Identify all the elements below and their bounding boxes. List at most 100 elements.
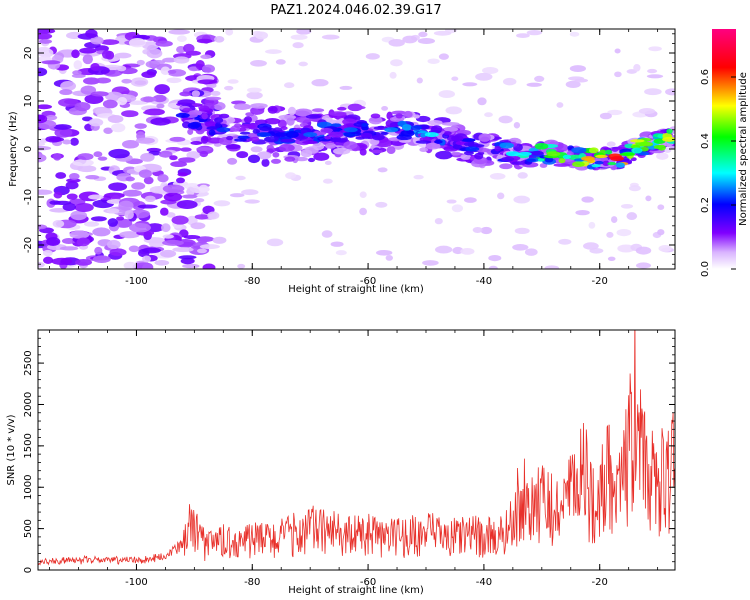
- spectrogram-cell: [526, 29, 543, 36]
- spectrogram-cell: [513, 195, 530, 204]
- spectrogram-cell: [128, 245, 140, 253]
- spectrogram-cell: [631, 147, 643, 154]
- spectrogram-cell: [146, 48, 163, 59]
- spectrogram-cell: [278, 144, 295, 152]
- colorbar: 0.0 0.2 0.4 0.6 Normalized spectral amplitu…: [700, 29, 749, 277]
- spectrogram-cell: [74, 259, 93, 266]
- spectrogram-cell: [546, 151, 561, 157]
- spectrogram-cell: [100, 39, 120, 45]
- spectrogram-cell: [465, 146, 480, 152]
- spectrogram-cell: [619, 152, 635, 156]
- spectrogram-cell: [38, 261, 45, 268]
- spectrogram-cell: [311, 78, 329, 87]
- spectrogram-cell: [225, 29, 234, 36]
- spectrogram-cell: [544, 157, 554, 163]
- spectrogram-cell: [196, 248, 208, 254]
- spectrogram-cell: [201, 112, 208, 120]
- spectrogram-cell: [375, 201, 388, 208]
- spectrogram-cell: [321, 230, 333, 238]
- spectrogram-cell: [419, 124, 430, 130]
- spectrogram-cell: [285, 172, 297, 179]
- snr-xlabel: Height of straight line (km): [288, 585, 424, 596]
- spectrogram-cell: [247, 87, 262, 93]
- spectrogram-cell: [116, 65, 127, 72]
- spectrogram-cell: [80, 85, 97, 95]
- spectrogram-cell: [38, 29, 56, 34]
- spectrogram-cell: [239, 131, 251, 135]
- y-tick-label: 2500: [23, 350, 34, 375]
- spectrogram-cell: [84, 221, 100, 227]
- spectrogram-cell: [342, 118, 357, 126]
- spectrogram-cell: [499, 163, 513, 170]
- spectrogram-cell: [489, 173, 506, 180]
- spectrogram-cell: [280, 126, 288, 131]
- spectrogram-cell: [272, 151, 280, 158]
- spectrogram-cell: [666, 128, 673, 134]
- spectrogram-cell: [639, 141, 653, 147]
- spectrogram-cell: [83, 77, 100, 85]
- spectrogram-cell: [616, 229, 632, 237]
- spectrogram-cell: [329, 111, 347, 117]
- spectrogram-cell: [38, 153, 47, 163]
- spectrogram-cell: [187, 122, 200, 129]
- spectrogram-cell: [143, 110, 161, 115]
- spectrogram-cell: [574, 78, 589, 83]
- figure-title: PAZ1.2024.046.02.39.G17: [270, 3, 441, 18]
- spectrogram-cell: [134, 80, 147, 86]
- spectrogram-cell: [435, 245, 453, 254]
- spectrogram-cell: [451, 204, 464, 213]
- spectrogram-cell: [138, 248, 150, 258]
- spectrogram-cell: [308, 157, 315, 163]
- spectrogram-cell: [302, 140, 319, 145]
- spectrogram-cell: [90, 216, 107, 222]
- spectrogram-cell: [226, 135, 234, 141]
- spectrogram-cell: [206, 126, 220, 130]
- spectrogram-cell: [575, 209, 590, 216]
- spectrogram-cell: [224, 85, 234, 91]
- spectrogram-cell: [377, 125, 385, 129]
- spectrogram-cell: [286, 117, 295, 126]
- spectrogram-cell: [140, 96, 157, 103]
- colorbar-tick-label: 0.2: [700, 197, 711, 213]
- spectrogram-cell: [247, 154, 261, 164]
- spectrogram-cell: [157, 174, 169, 183]
- spectrogram-cell: [186, 151, 201, 160]
- spectrogram-cell: [359, 148, 367, 156]
- spectrogram-cell: [330, 123, 342, 128]
- spectrogram-cell: [176, 200, 198, 209]
- spectrogram-cell: [215, 122, 222, 128]
- spectrogram-cell: [186, 186, 195, 197]
- colorbar-ticks: 0.0 0.2 0.4 0.6: [700, 69, 736, 277]
- y-tick-label: 1500: [23, 433, 34, 458]
- spectrogram-cell: [607, 256, 616, 262]
- spectrogram-cell: [347, 105, 366, 110]
- spectrogram-cell: [658, 245, 672, 252]
- spectrogram-cell: [178, 255, 197, 260]
- spectrogram-cell: [48, 137, 65, 142]
- x-tick-label: -80: [244, 577, 260, 588]
- spectrogram-cell: [218, 113, 230, 119]
- spectrogram-cell: [424, 132, 439, 138]
- spectrogram-cell: [591, 164, 601, 168]
- spectrogram-cell: [594, 160, 604, 165]
- spectrogram-cell: [390, 59, 403, 67]
- spectrogram-cell: [556, 102, 564, 108]
- spectrogram-cell: [628, 185, 641, 192]
- spectrogram-cell: [657, 229, 665, 236]
- spectrogram-cell: [154, 84, 170, 95]
- spectrogram-cell: [261, 158, 270, 167]
- spectrogram-cell: [513, 121, 521, 129]
- spectrogram-cell: [121, 110, 139, 118]
- spectrogram-cell: [534, 75, 545, 82]
- spectrogram-cell: [417, 38, 436, 44]
- spectrogram-cell: [233, 123, 242, 128]
- spectrogram-cell: [539, 163, 548, 168]
- spectrogram-cell: [90, 36, 104, 45]
- spectrogram-cell: [38, 114, 48, 124]
- spectrogram-cell: [626, 212, 638, 221]
- spectrogram-cell: [360, 132, 373, 138]
- spectrogram-cell: [74, 203, 94, 212]
- spectrogram-cell: [85, 174, 100, 180]
- spectrogram-cell: [208, 129, 216, 136]
